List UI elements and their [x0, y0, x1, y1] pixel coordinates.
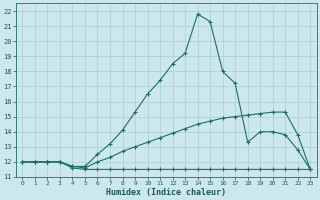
- X-axis label: Humidex (Indice chaleur): Humidex (Indice chaleur): [106, 188, 226, 197]
